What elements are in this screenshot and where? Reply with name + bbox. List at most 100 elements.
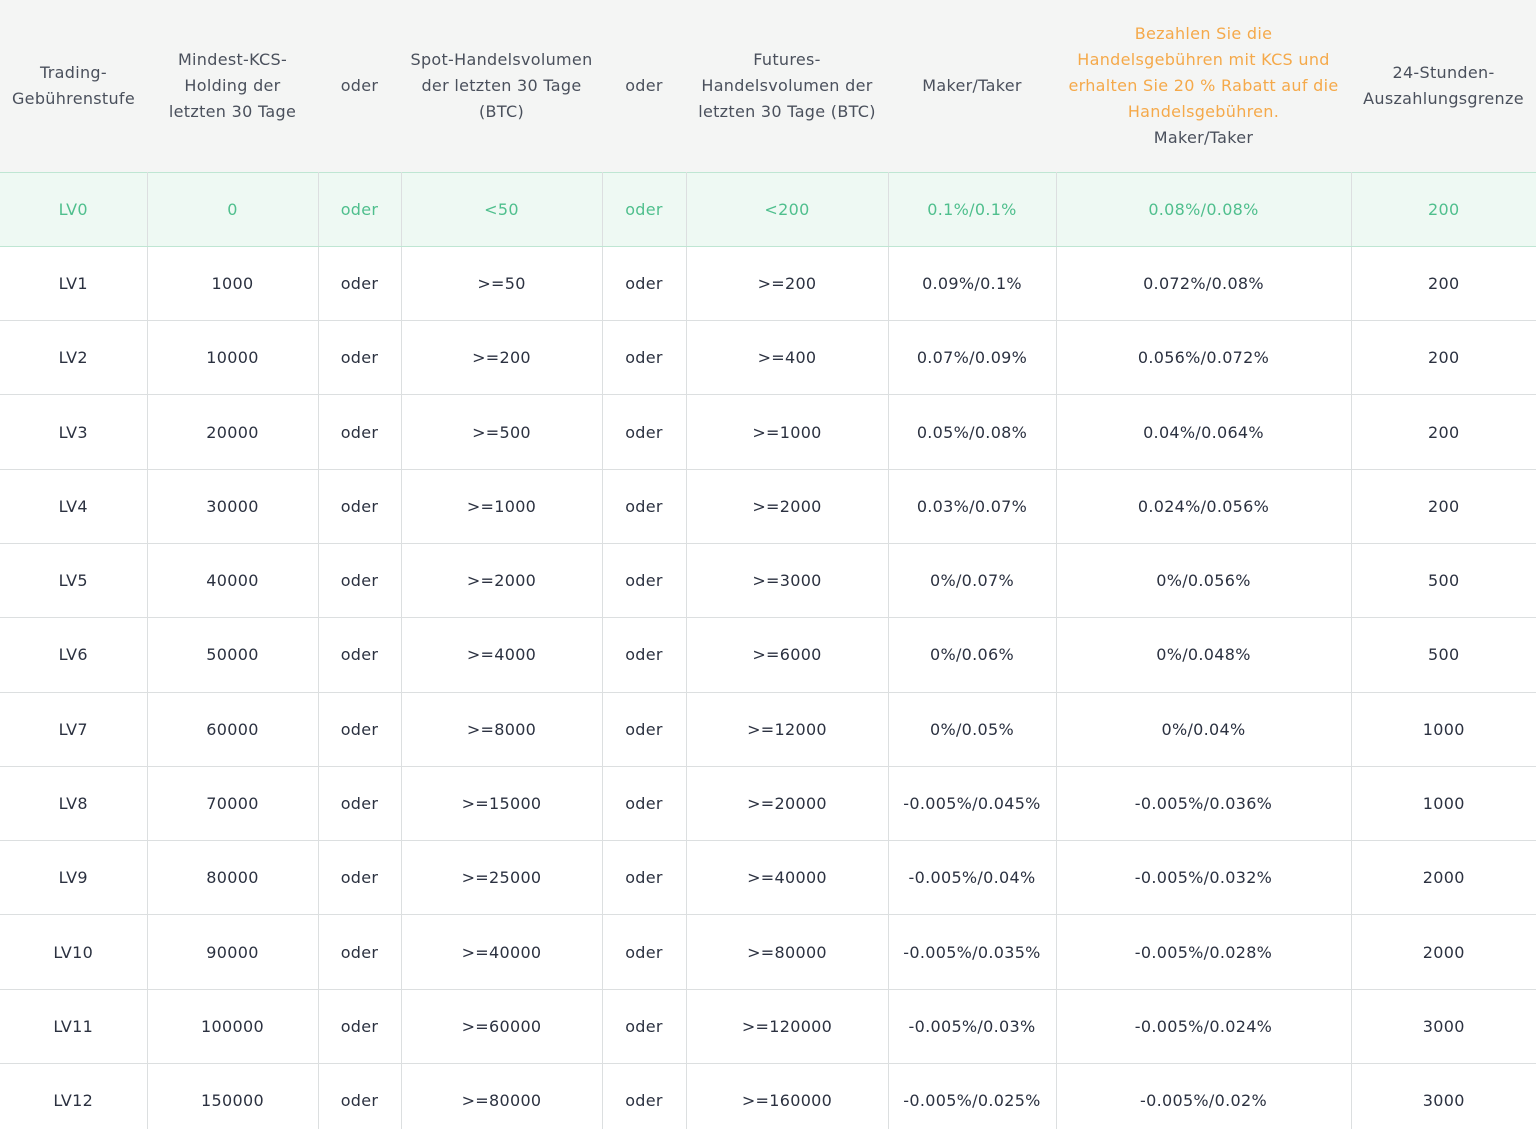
table-cell: 2000	[1350, 840, 1536, 916]
table-cell: 40000	[146, 543, 319, 619]
table-cell: 500	[1350, 543, 1536, 619]
table-cell: 1000	[1350, 766, 1536, 842]
table-cell: >=200	[400, 320, 603, 396]
table-cell: 80000	[146, 840, 319, 916]
table-cell: 1000	[146, 246, 319, 322]
table-cell: oder	[317, 692, 402, 767]
table-cell: oder	[601, 914, 687, 990]
table-row: LV1 1000 oder >=50 oder >=200 0.09%/0.1% 0.072%…	[0, 246, 1536, 322]
table-cell: -0.005%/0.035%	[887, 914, 1057, 990]
table-cell: 0.08%/0.08%	[1055, 171, 1352, 247]
table-cell: 0%/0.07%	[887, 543, 1057, 619]
table-cell: 150000	[146, 1063, 319, 1129]
table-row: LV2 10000 oder >=200 oder >=400 0.07%/0.09% 0.0…	[0, 320, 1536, 396]
table-cell: LV0	[0, 171, 148, 247]
table-cell: oder	[601, 543, 687, 619]
table-cell: >=60000	[400, 989, 603, 1065]
table-cell: >=50	[400, 246, 603, 322]
header-label: Maker/Taker	[1153, 127, 1254, 147]
table-cell: 0.04%/0.064%	[1055, 394, 1352, 470]
header-cell: Mindest-KCS-Holding der letzten 30 Tage	[147, 0, 318, 172]
table-cell: >=500	[400, 394, 603, 470]
table-cell: 0.03%/0.07%	[887, 469, 1057, 544]
table-cell: >=2000	[400, 543, 603, 619]
header-cell: Bezahlen Sie die Handelsgebühren mit KCS…	[1056, 0, 1351, 172]
table-cell: 500	[1350, 617, 1536, 693]
header-cell: Maker/Taker	[888, 0, 1056, 172]
table-cell: -0.005%/0.04%	[887, 840, 1057, 916]
table-cell: >=2000	[685, 469, 889, 544]
table-row: LV10 90000 oder >=40000 oder >=80000 -0.005%/0…	[0, 914, 1536, 990]
table-cell: 90000	[146, 914, 319, 990]
table-cell: LV8	[0, 766, 148, 842]
table-cell: oder	[317, 914, 402, 990]
table-cell: >=12000	[685, 692, 889, 767]
table-cell: 100000	[146, 989, 319, 1065]
table-row: LV8 70000 oder >=15000 oder >=20000 -0.005%/0.…	[0, 766, 1536, 842]
header-note: Bezahlen Sie die Handelsgebühren mit KCS…	[1068, 23, 1339, 121]
header-cell: 24-Stunden-Auszahlungsgrenze	[1351, 0, 1536, 172]
table-cell: oder	[317, 1063, 402, 1129]
table-cell: >=15000	[400, 766, 603, 842]
table-cell: LV11	[0, 989, 148, 1065]
table-row: LV6 50000 oder >=4000 oder >=6000 0%/0.06% 0%/0…	[0, 617, 1536, 693]
table-cell: -0.005%/0.045%	[887, 766, 1057, 842]
table-cell: oder	[601, 840, 687, 916]
table-cell: >=80000	[685, 914, 889, 990]
table-cell: 20000	[146, 394, 319, 470]
table-cell: 3000	[1350, 989, 1536, 1065]
table-cell: 70000	[146, 766, 319, 842]
table-cell: 0%/0.04%	[1055, 692, 1352, 767]
table-cell: >=25000	[400, 840, 603, 916]
table-cell: >=40000	[685, 840, 889, 916]
table-cell: 60000	[146, 692, 319, 767]
table-cell: 0%/0.05%	[887, 692, 1057, 767]
table-row: LV12 150000 oder >=80000 oder >=160000 -0.005%…	[0, 1063, 1536, 1129]
table-cell: >=80000	[400, 1063, 603, 1129]
table-cell: -0.005%/0.032%	[1055, 840, 1352, 916]
table-cell: 0.09%/0.1%	[887, 246, 1057, 322]
table-row: LV9 80000 oder >=25000 oder >=40000 -0.005%/0.…	[0, 840, 1536, 916]
table-row: LV4 30000 oder >=1000 oder >=2000 0.03%/0.07% 0…	[0, 469, 1536, 544]
table-cell: LV12	[0, 1063, 148, 1129]
table-cell: 0	[146, 171, 319, 247]
table-cell: oder	[601, 692, 687, 767]
table-cell: 0.056%/0.072%	[1055, 320, 1352, 396]
table-cell: LV2	[0, 320, 148, 396]
table-cell: 0.072%/0.08%	[1055, 246, 1352, 322]
header-cell: oder	[602, 0, 686, 172]
table-cell: >=1000	[685, 394, 889, 470]
table-cell: 200	[1350, 394, 1536, 470]
table-cell: >=6000	[685, 617, 889, 693]
table-cell: >=200	[685, 246, 889, 322]
table-cell: 0%/0.056%	[1055, 543, 1352, 619]
table-cell: LV9	[0, 840, 148, 916]
table-cell: -0.005%/0.025%	[887, 1063, 1057, 1129]
table-cell: >=4000	[400, 617, 603, 693]
table-cell: <200	[685, 171, 889, 247]
table-cell: oder	[601, 1063, 687, 1129]
table-cell: oder	[317, 171, 402, 247]
header-cell: oder	[318, 0, 401, 172]
table-cell: 0%/0.048%	[1055, 617, 1352, 693]
table-cell: 3000	[1350, 1063, 1536, 1129]
table-cell: >=8000	[400, 692, 603, 767]
table-cell: LV10	[0, 914, 148, 990]
table-cell: LV4	[0, 469, 148, 544]
table-cell: >=40000	[400, 914, 603, 990]
table-cell: 10000	[146, 320, 319, 396]
table-cell: 0.1%/0.1%	[887, 171, 1057, 247]
table-cell: >=400	[685, 320, 889, 396]
table-cell: oder	[601, 246, 687, 322]
table-cell: oder	[601, 766, 687, 842]
table-cell: 50000	[146, 617, 319, 693]
table-cell: 0.05%/0.08%	[887, 394, 1057, 470]
table-cell: 1000	[1350, 692, 1536, 767]
table-cell: 0.07%/0.09%	[887, 320, 1057, 396]
header-cell: Futures-Handelsvolumen der letzten 30 Ta…	[686, 0, 888, 172]
table-cell: LV5	[0, 543, 148, 619]
table-cell: >=120000	[685, 989, 889, 1065]
table-cell: >=20000	[685, 766, 889, 842]
table-cell: >=160000	[685, 1063, 889, 1129]
